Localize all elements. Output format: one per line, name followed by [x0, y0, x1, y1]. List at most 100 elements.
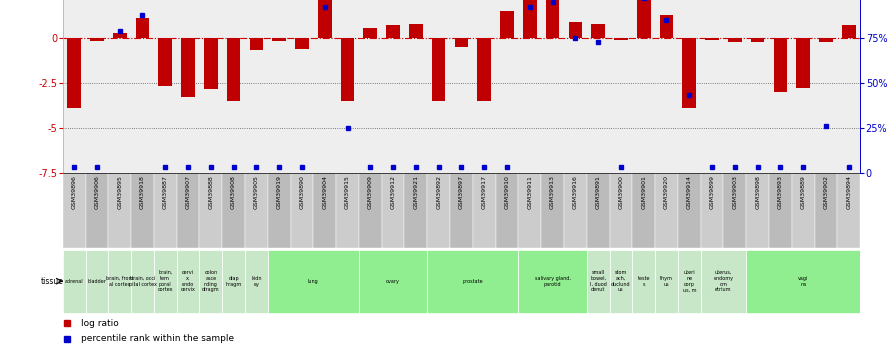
- Text: GSM39911: GSM39911: [527, 175, 532, 209]
- Bar: [204, 38, 218, 89]
- Text: GSM39890: GSM39890: [299, 175, 305, 209]
- Bar: [546, 0, 559, 38]
- Text: GSM39908: GSM39908: [231, 175, 237, 209]
- Text: GSM39895: GSM39895: [117, 175, 122, 209]
- Bar: [723, 172, 746, 248]
- Text: GSM39912: GSM39912: [391, 175, 396, 209]
- Text: GSM39906: GSM39906: [94, 175, 99, 209]
- Text: GSM39919: GSM39919: [277, 175, 281, 209]
- Bar: [85, 250, 108, 313]
- Text: GSM39888: GSM39888: [208, 175, 213, 208]
- Bar: [404, 172, 427, 248]
- Text: stom
ach,
duclund
us: stom ach, duclund us: [611, 270, 631, 292]
- Bar: [227, 38, 240, 101]
- Bar: [336, 172, 359, 248]
- Bar: [131, 172, 154, 248]
- Bar: [591, 23, 605, 38]
- Bar: [838, 172, 860, 248]
- Bar: [245, 172, 268, 248]
- Text: adrenal: adrenal: [65, 279, 83, 284]
- Bar: [678, 172, 701, 248]
- Text: salivary gland,
parotid: salivary gland, parotid: [535, 276, 571, 287]
- Bar: [633, 250, 655, 313]
- Bar: [135, 18, 150, 38]
- Bar: [609, 172, 633, 248]
- Bar: [637, 0, 650, 38]
- Text: GSM39902: GSM39902: [823, 175, 829, 209]
- Bar: [819, 38, 832, 41]
- Bar: [523, 0, 537, 38]
- Bar: [746, 172, 769, 248]
- Bar: [564, 172, 587, 248]
- Text: GSM39903: GSM39903: [732, 175, 737, 209]
- Bar: [569, 22, 582, 38]
- Bar: [386, 26, 400, 38]
- Bar: [295, 38, 309, 49]
- Bar: [364, 28, 377, 38]
- Text: GSM39901: GSM39901: [642, 175, 646, 209]
- Text: brain, front
al cortex: brain, front al cortex: [106, 276, 134, 287]
- Bar: [85, 172, 108, 248]
- Bar: [177, 250, 200, 313]
- Bar: [587, 250, 609, 313]
- Bar: [701, 172, 723, 248]
- Text: GSM39893: GSM39893: [778, 175, 783, 209]
- Text: GSM39889: GSM39889: [801, 175, 806, 209]
- Bar: [427, 172, 450, 248]
- Bar: [587, 172, 609, 248]
- Bar: [705, 38, 719, 40]
- Bar: [154, 250, 177, 313]
- Bar: [409, 23, 423, 38]
- Bar: [250, 38, 263, 50]
- Text: GSM39917: GSM39917: [482, 175, 487, 209]
- Text: thym
us: thym us: [660, 276, 673, 287]
- Bar: [131, 250, 154, 313]
- Bar: [272, 38, 286, 41]
- Bar: [541, 172, 564, 248]
- Bar: [751, 38, 764, 41]
- Bar: [222, 172, 245, 248]
- Text: teste
s: teste s: [637, 276, 650, 287]
- Bar: [290, 172, 314, 248]
- Text: uteri
ne
corp
us, m: uteri ne corp us, m: [683, 270, 696, 292]
- Text: small
bowel,
I, duod
denut: small bowel, I, duod denut: [590, 270, 607, 292]
- Bar: [478, 38, 491, 101]
- Text: GSM39898: GSM39898: [755, 175, 760, 209]
- Text: brain, occi
pital cortex: brain, occi pital cortex: [128, 276, 157, 287]
- Bar: [268, 172, 290, 248]
- Bar: [222, 250, 245, 313]
- Bar: [728, 38, 742, 41]
- Text: GSM39913: GSM39913: [550, 175, 556, 209]
- Text: GSM39904: GSM39904: [323, 175, 327, 209]
- Text: vagi
na: vagi na: [798, 276, 808, 287]
- Bar: [773, 38, 788, 92]
- Bar: [500, 11, 513, 38]
- Text: GSM39921: GSM39921: [413, 175, 418, 209]
- Text: GSM39909: GSM39909: [367, 175, 373, 209]
- Text: diap
hragm: diap hragm: [226, 276, 242, 287]
- Text: GSM39905: GSM39905: [254, 175, 259, 209]
- Bar: [678, 250, 701, 313]
- Text: cervi
x,
endo
cervix: cervi x, endo cervix: [181, 270, 195, 292]
- Bar: [614, 38, 628, 40]
- Bar: [318, 0, 332, 38]
- Text: tissue: tissue: [40, 277, 64, 286]
- Bar: [454, 38, 469, 47]
- Text: GSM39920: GSM39920: [664, 175, 669, 209]
- Bar: [633, 172, 655, 248]
- Bar: [154, 172, 177, 248]
- Bar: [359, 250, 427, 313]
- Text: GSM39910: GSM39910: [504, 175, 510, 209]
- Bar: [519, 250, 587, 313]
- Bar: [814, 172, 838, 248]
- Bar: [268, 250, 359, 313]
- Bar: [683, 38, 696, 108]
- Bar: [519, 172, 541, 248]
- Text: GSM39892: GSM39892: [436, 175, 441, 209]
- Text: kidn
ey: kidn ey: [251, 276, 262, 287]
- Bar: [67, 38, 81, 108]
- Bar: [200, 172, 222, 248]
- Text: GSM39899: GSM39899: [710, 175, 715, 209]
- Bar: [769, 172, 792, 248]
- Bar: [314, 172, 336, 248]
